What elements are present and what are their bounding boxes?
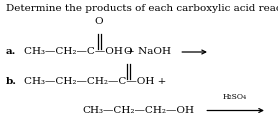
Text: b.: b. bbox=[6, 77, 17, 86]
Text: Determine the products of each carboxylic acid reaction.: Determine the products of each carboxyli… bbox=[6, 4, 278, 13]
Text: CH₃—CH₂—CH₂—OH: CH₃—CH₂—CH₂—OH bbox=[82, 106, 194, 115]
Text: a.: a. bbox=[6, 47, 16, 57]
Text: CH₃—CH₂—C—OH + NaOH: CH₃—CH₂—C—OH + NaOH bbox=[24, 47, 171, 57]
Text: O: O bbox=[123, 47, 132, 56]
Text: H₂SO₄: H₂SO₄ bbox=[223, 93, 247, 101]
Text: CH₃—CH₂—CH₂—C—OH +: CH₃—CH₂—CH₂—C—OH + bbox=[24, 77, 166, 86]
Text: O: O bbox=[94, 17, 103, 26]
